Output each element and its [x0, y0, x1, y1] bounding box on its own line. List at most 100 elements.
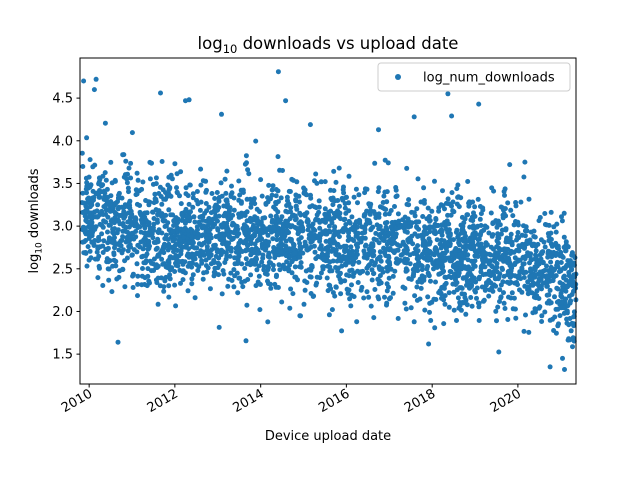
data-point [393, 248, 398, 254]
data-point [462, 295, 468, 300]
data-point [539, 319, 545, 324]
data-point [178, 237, 183, 243]
data-point [475, 241, 481, 247]
data-point [253, 138, 259, 144]
data-point [551, 274, 557, 280]
data-point [548, 209, 554, 215]
data-point [449, 113, 455, 119]
data-point [462, 264, 468, 270]
data-point [297, 264, 303, 270]
data-point [411, 270, 417, 276]
data-point [314, 280, 320, 286]
data-point [209, 191, 215, 196]
data-point [336, 234, 342, 240]
data-point [382, 211, 388, 217]
data-point [499, 227, 505, 233]
data-point [80, 190, 86, 196]
data-point [495, 304, 501, 310]
data-point [542, 211, 548, 216]
data-point [442, 293, 448, 299]
data-point [343, 254, 349, 260]
data-point [84, 218, 89, 224]
data-point [544, 300, 550, 306]
data-point [203, 238, 209, 244]
data-point [531, 291, 537, 297]
data-point [273, 206, 278, 212]
data-point [502, 192, 507, 198]
data-point [372, 287, 378, 292]
data-point [159, 201, 165, 207]
data-point [384, 226, 390, 232]
data-point [553, 240, 559, 246]
data-point [489, 285, 495, 290]
data-point [371, 248, 377, 254]
data-point [308, 192, 313, 198]
data-point [159, 211, 165, 217]
data-point [562, 305, 568, 311]
data-point [330, 258, 336, 264]
data-point [189, 281, 195, 287]
data-point [275, 154, 281, 160]
data-point [561, 210, 567, 216]
data-point [126, 189, 131, 195]
data-point [382, 249, 388, 255]
data-point [524, 228, 530, 234]
data-point [321, 255, 327, 261]
data-point [254, 206, 260, 212]
data-point [236, 275, 242, 281]
data-point [336, 165, 342, 171]
data-point [547, 364, 553, 370]
data-point [284, 220, 290, 225]
data-point [558, 293, 564, 299]
data-point [421, 277, 427, 283]
data-point [296, 229, 302, 235]
data-point [99, 231, 105, 237]
data-point [349, 256, 355, 261]
data-point [422, 307, 428, 313]
data-point [540, 249, 546, 255]
data-point [567, 293, 572, 299]
data-point [522, 283, 528, 289]
data-point [180, 277, 186, 283]
data-point [412, 250, 418, 256]
data-point [122, 202, 128, 208]
data-point [415, 264, 420, 270]
data-point [210, 216, 216, 222]
data-point [505, 260, 510, 266]
data-point [494, 238, 500, 244]
data-point [135, 281, 141, 287]
data-point [429, 208, 435, 214]
data-point [107, 202, 113, 208]
data-point [249, 233, 255, 239]
data-point [407, 261, 413, 267]
data-point [244, 302, 250, 308]
data-point [369, 277, 375, 283]
x-axis-label: Device upload date [265, 429, 391, 444]
data-point [271, 245, 277, 250]
data-point [161, 284, 167, 290]
data-point [464, 302, 470, 308]
data-point [80, 164, 86, 169]
data-point [224, 242, 230, 248]
data-point [161, 288, 167, 294]
data-point [425, 254, 431, 260]
data-point [95, 244, 101, 250]
data-point [196, 241, 202, 247]
data-point [194, 224, 200, 230]
data-point [414, 206, 420, 212]
data-point [475, 254, 481, 259]
data-point [228, 270, 234, 276]
data-point [231, 267, 237, 273]
data-point [133, 187, 139, 193]
data-point [163, 232, 169, 238]
data-point [424, 216, 430, 222]
data-point [366, 262, 372, 268]
data-point [102, 170, 108, 176]
data-point [275, 217, 281, 223]
data-point [402, 221, 408, 227]
data-point [284, 259, 290, 265]
data-point [142, 210, 148, 216]
data-point [262, 239, 268, 245]
data-point [162, 243, 168, 249]
data-point [270, 249, 276, 255]
